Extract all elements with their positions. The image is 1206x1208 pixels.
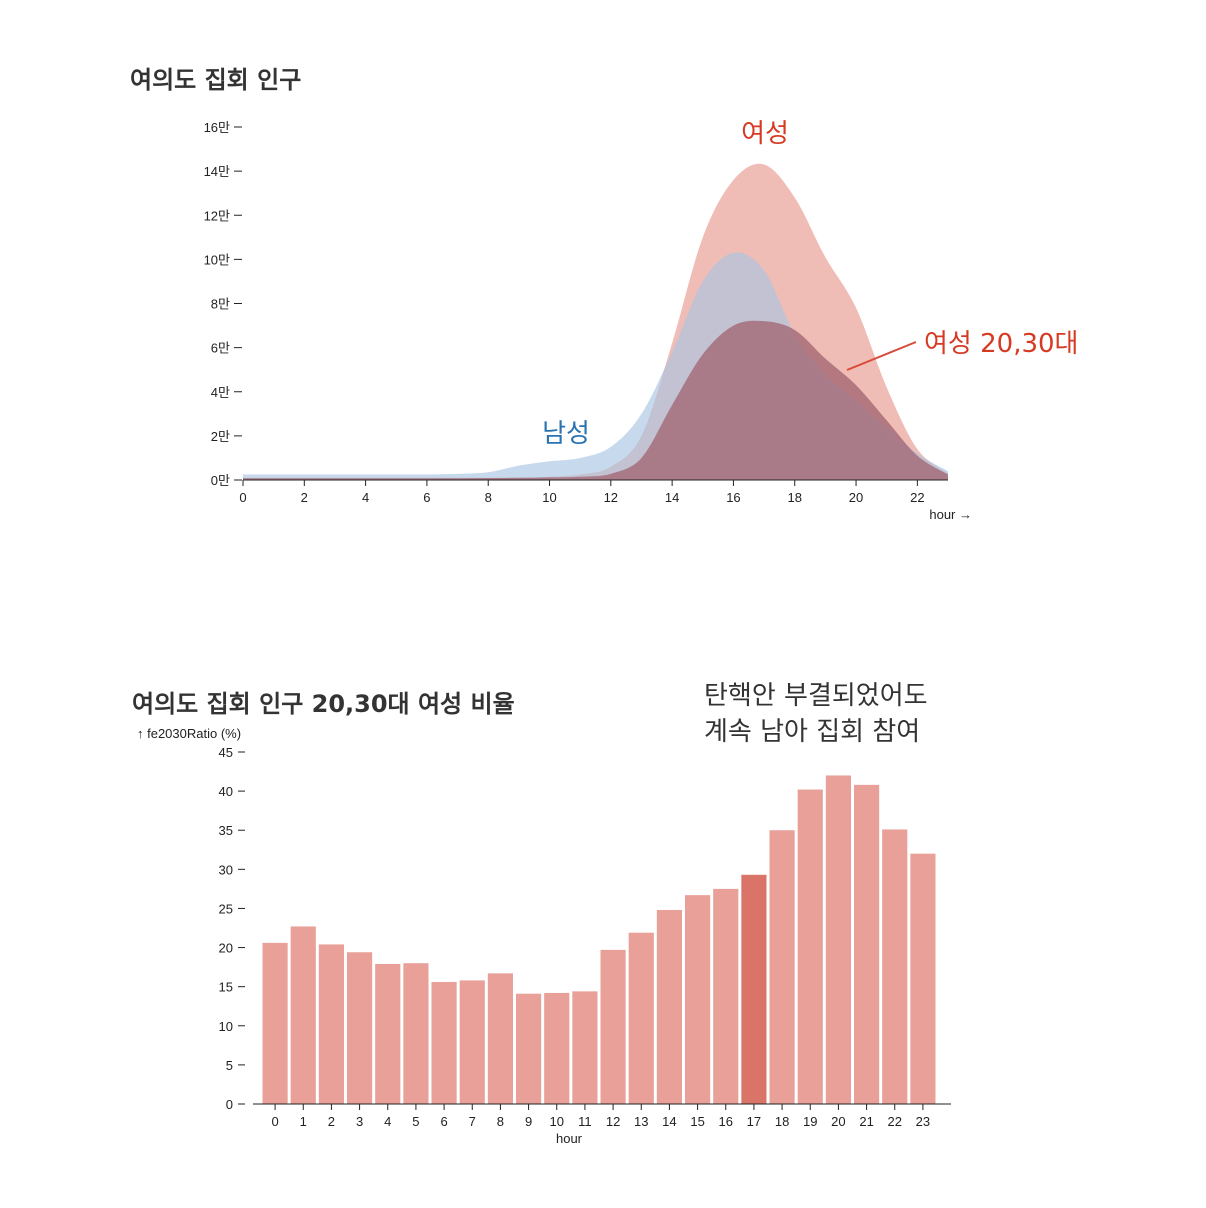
y-tick-label: 0 — [226, 1097, 233, 1112]
bar — [797, 789, 823, 1104]
x-tick-label: 13 — [634, 1114, 648, 1129]
x-tick-label: 19 — [803, 1114, 817, 1129]
y-tick-label: 25 — [219, 901, 233, 916]
bar — [431, 981, 457, 1104]
y-tick-label: 45 — [219, 745, 233, 760]
x-tick-label: 4 — [362, 490, 369, 505]
bar — [854, 784, 880, 1104]
x-tick-label: 10 — [550, 1114, 564, 1129]
x-tick-label: 6 — [440, 1114, 447, 1129]
y-tick-label: 16만 — [204, 120, 230, 135]
bar — [487, 973, 513, 1104]
bar — [403, 963, 429, 1104]
bar — [628, 932, 654, 1104]
x-tick-label: 1 — [300, 1114, 307, 1129]
x-tick-label: 5 — [412, 1114, 419, 1129]
y-tick-label: 14만 — [204, 164, 230, 179]
x-tick-label: 3 — [356, 1114, 363, 1129]
x-tick-label: 23 — [916, 1114, 930, 1129]
x-tick-label: 17 — [747, 1114, 761, 1129]
y-tick-label: 2만 — [211, 429, 230, 444]
bar — [882, 829, 908, 1104]
x-tick-label: 2 — [301, 490, 308, 505]
female-label: 여성 — [741, 119, 789, 149]
bar — [685, 895, 711, 1104]
bar — [290, 926, 316, 1104]
male-label: 남성 — [542, 419, 590, 449]
bar — [910, 853, 936, 1104]
x-tick-label: 9 — [525, 1114, 532, 1129]
x-tick-label: 11 — [578, 1114, 592, 1129]
population-area-chart: 0 2 4 6 8 10 12 14 16 18 20 22 hour → 0만 2만 4만 6만 8만 10만 12… — [204, 119, 1079, 522]
bar — [347, 952, 373, 1104]
chart1-title: 여의도 집회 인구 — [130, 66, 302, 94]
x-tick-label: 10 — [542, 490, 556, 505]
x-tick-label: 12 — [606, 1114, 620, 1129]
y-tick-label: 40 — [219, 784, 233, 799]
annotation-note: 탄핵안 부결되었어도 계속 남아 집회 참여 — [704, 678, 928, 750]
y-tick-label: 35 — [219, 823, 233, 838]
note-line-2: 계속 남아 집회 참여 — [704, 717, 921, 747]
x-tick-label: 0 — [239, 490, 246, 505]
bar — [713, 888, 739, 1104]
x-tick-label: 21 — [859, 1114, 873, 1129]
bar — [318, 944, 344, 1104]
x-tick-label: 16 — [726, 490, 740, 505]
y-axis-label: ↑ fe2030Ratio (%) — [137, 726, 241, 741]
y-tick-label: 0만 — [211, 473, 230, 488]
bar — [516, 993, 542, 1104]
bar — [769, 830, 795, 1104]
bar — [825, 775, 851, 1104]
x-axis-label: hour → — [929, 507, 972, 522]
y-tick-label: 6만 — [211, 341, 230, 356]
x-tick-label: 18 — [775, 1114, 789, 1129]
note-line-1: 탄핵안 부결되었어도 — [704, 681, 928, 711]
bar — [572, 991, 598, 1104]
x-tick-label: 22 — [888, 1114, 902, 1129]
x-tick-label: 22 — [910, 490, 924, 505]
x-tick-label: 20 — [831, 1114, 845, 1129]
x-tick-label: 7 — [469, 1114, 476, 1129]
chart2-title: 여의도 집회 인구 20,30대 여성 비율 — [132, 690, 515, 718]
annotation-line — [846, 341, 917, 371]
x-tick-label: 15 — [690, 1114, 704, 1129]
y-tick-label: 5 — [226, 1058, 233, 1073]
x-tick-label: 0 — [271, 1114, 278, 1129]
y-tick-label: 12만 — [204, 208, 230, 223]
y-tick-label: 4만 — [211, 385, 230, 400]
y-tick-label: 15 — [219, 980, 233, 995]
y-tick-label: 30 — [219, 862, 233, 877]
y-tick-label: 10 — [219, 1019, 233, 1034]
x-axis-label: hour — [556, 1131, 583, 1146]
y-tick-label: 8만 — [211, 297, 230, 312]
x-tick-label: 14 — [665, 490, 679, 505]
bar — [375, 963, 401, 1104]
female2030-label: 여성 20,30대 — [924, 329, 1078, 359]
bar — [459, 980, 485, 1104]
x-tick-label: 16 — [719, 1114, 733, 1129]
x-tick-label: 12 — [604, 490, 618, 505]
x-tick-label: 8 — [485, 490, 492, 505]
x-tick-label: 2 — [328, 1114, 335, 1129]
x-tick-label: 8 — [497, 1114, 504, 1129]
x-tick-label: 20 — [849, 490, 863, 505]
y-tick-label: 10만 — [204, 252, 230, 267]
bar — [656, 910, 682, 1104]
x-tick-label: 6 — [423, 490, 430, 505]
bar — [544, 992, 570, 1104]
bar — [741, 874, 767, 1104]
y-tick-label: 20 — [219, 941, 233, 956]
bar — [600, 949, 626, 1104]
bar — [262, 942, 288, 1104]
x-tick-label: 4 — [384, 1114, 391, 1129]
x-tick-label: 18 — [788, 490, 802, 505]
area-series-2 — [243, 320, 948, 480]
x-tick-label: 14 — [662, 1114, 676, 1129]
